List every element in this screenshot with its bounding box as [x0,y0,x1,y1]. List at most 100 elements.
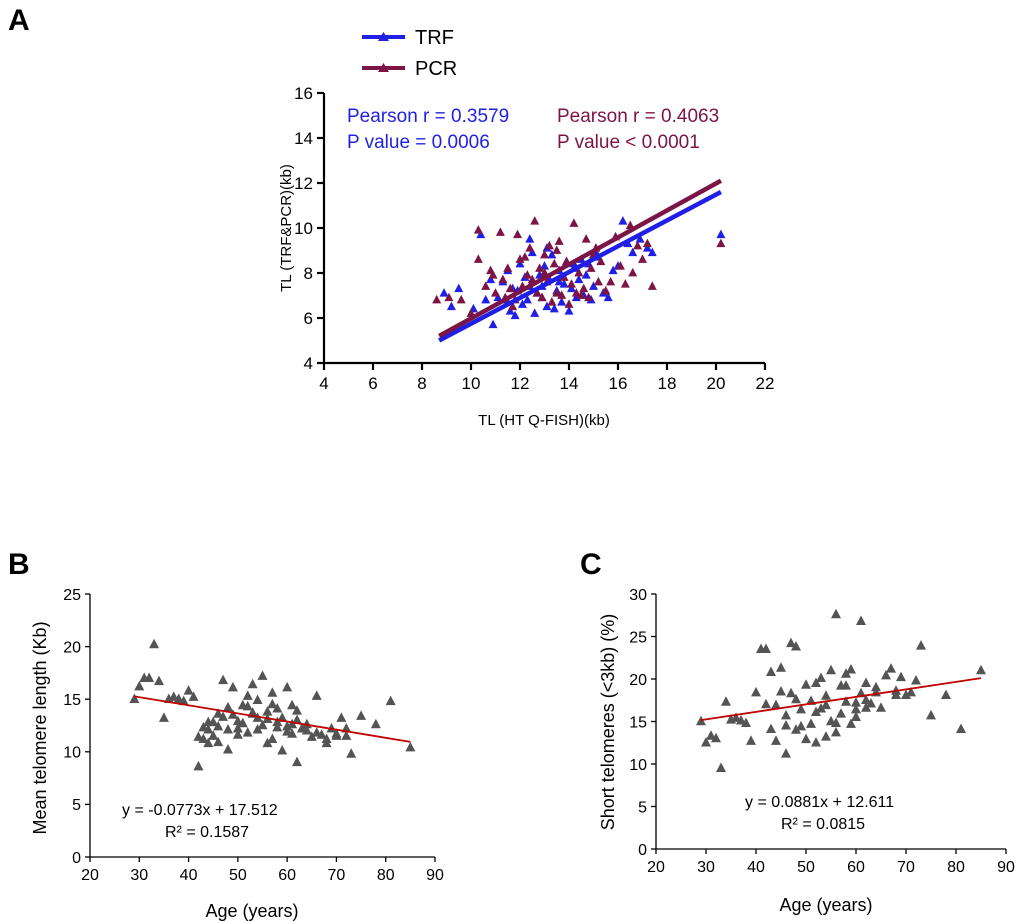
trf-point [642,243,652,252]
data-point [846,718,856,728]
data-point [311,690,322,700]
pcr-point [552,288,562,297]
x-tick-label: 40 [747,859,765,876]
trf-point [581,270,591,279]
pcr-point [564,299,574,308]
data-point [831,717,841,727]
pcr-point [606,276,616,286]
data-point [776,662,786,672]
data-point [242,700,253,711]
x-tick-label: 6 [368,374,377,393]
data-point [821,699,831,710]
data-point [134,680,145,691]
data-point [846,663,856,674]
data-point [861,677,871,688]
pcr-point [456,294,466,304]
y-axis-label-c: Short telomeres (<3kb) (%) [598,614,618,831]
data-point [208,730,219,740]
data-point [292,705,302,715]
trf-point [635,234,645,243]
trf-point [618,216,628,225]
data-point [237,717,248,728]
pcr-point [647,281,657,290]
data-point [227,681,238,692]
trf-point [559,279,569,288]
data-point [223,701,233,712]
data-point [876,702,886,712]
data-point [301,725,312,735]
legend-marker-pcr [378,63,389,72]
pcr-point [566,279,576,288]
data-point [213,708,224,718]
data-point [731,712,741,722]
data-point [811,706,821,716]
points-b [129,638,416,771]
data-point [370,718,381,729]
legend-a: TRF PCR [362,27,457,80]
data-point [851,703,861,714]
data-point [941,689,951,699]
trf-point [566,283,576,293]
pcr-point [638,254,647,263]
trf-point [446,301,456,311]
pcr-point [535,263,545,272]
pcr-point [547,297,557,306]
data-point [861,694,871,705]
data-point [766,666,776,676]
trf-point [505,306,515,315]
axes-c: 20 30 40 50 60 70 80 90 0 5 10 15 20 25 30 [629,587,1015,876]
data-point [761,698,771,709]
panel-label-b: B [8,548,30,581]
x-tick-label: 22 [756,374,775,393]
axes-b: 20 30 40 50 60 70 80 90 0 5 10 15 20 25 [63,587,444,884]
data-point [791,693,801,704]
regression-line [700,677,982,721]
chart-panel-b: 20 30 40 50 60 70 80 90 0 5 10 15 20 25 y = -0.0773x … [30,587,444,921]
pcr-point [503,263,513,272]
pcr-point [574,267,584,277]
x-tick-label: 16 [609,374,628,393]
pcr-point [525,243,535,252]
pcr-point [628,267,638,277]
x-tick-label: 10 [462,374,481,393]
data-point [356,710,367,720]
y-tick-label: 25 [629,629,647,646]
data-point [227,709,238,719]
data-point [851,711,861,722]
x-tick-label: 12 [511,374,530,393]
data-point [272,721,283,732]
data-point [926,709,936,720]
chart-panel-a: TRF PCR Pearson r = 0.3579 P value = 0.0… [278,27,774,429]
x-tick-label: 20 [81,867,99,884]
fit-line-b [134,695,411,743]
x-tick-label: 8 [417,374,426,393]
data-point [252,724,263,734]
data-point [267,733,278,743]
trf-point [439,288,449,297]
y-tick-label: 10 [63,745,81,762]
pcr-point [569,218,579,227]
y-tick-label: 25 [63,587,81,604]
data-point [741,717,751,727]
y-tick-label: 30 [629,587,647,604]
fit-line-pcr [438,178,722,338]
data-point [791,641,801,651]
data-point [911,675,921,685]
x-tick-label: 60 [847,859,865,876]
pcr-point [473,225,483,234]
data-point [267,687,278,697]
pcr-point [491,288,500,297]
data-point [856,615,866,625]
pcr-point [532,288,542,297]
x-tick-label: 90 [426,867,444,884]
trf-point [476,229,486,239]
data-point [341,730,352,740]
fit-lines-a [438,178,722,343]
pcr-point [522,270,532,279]
legend-item-trf: TRF [362,27,454,49]
x-tick-label: 70 [897,859,915,876]
data-point [306,731,317,741]
annotation-trf-r: Pearson r = 0.3579 [347,106,509,127]
trf-point [488,319,498,329]
data-point [776,686,786,696]
